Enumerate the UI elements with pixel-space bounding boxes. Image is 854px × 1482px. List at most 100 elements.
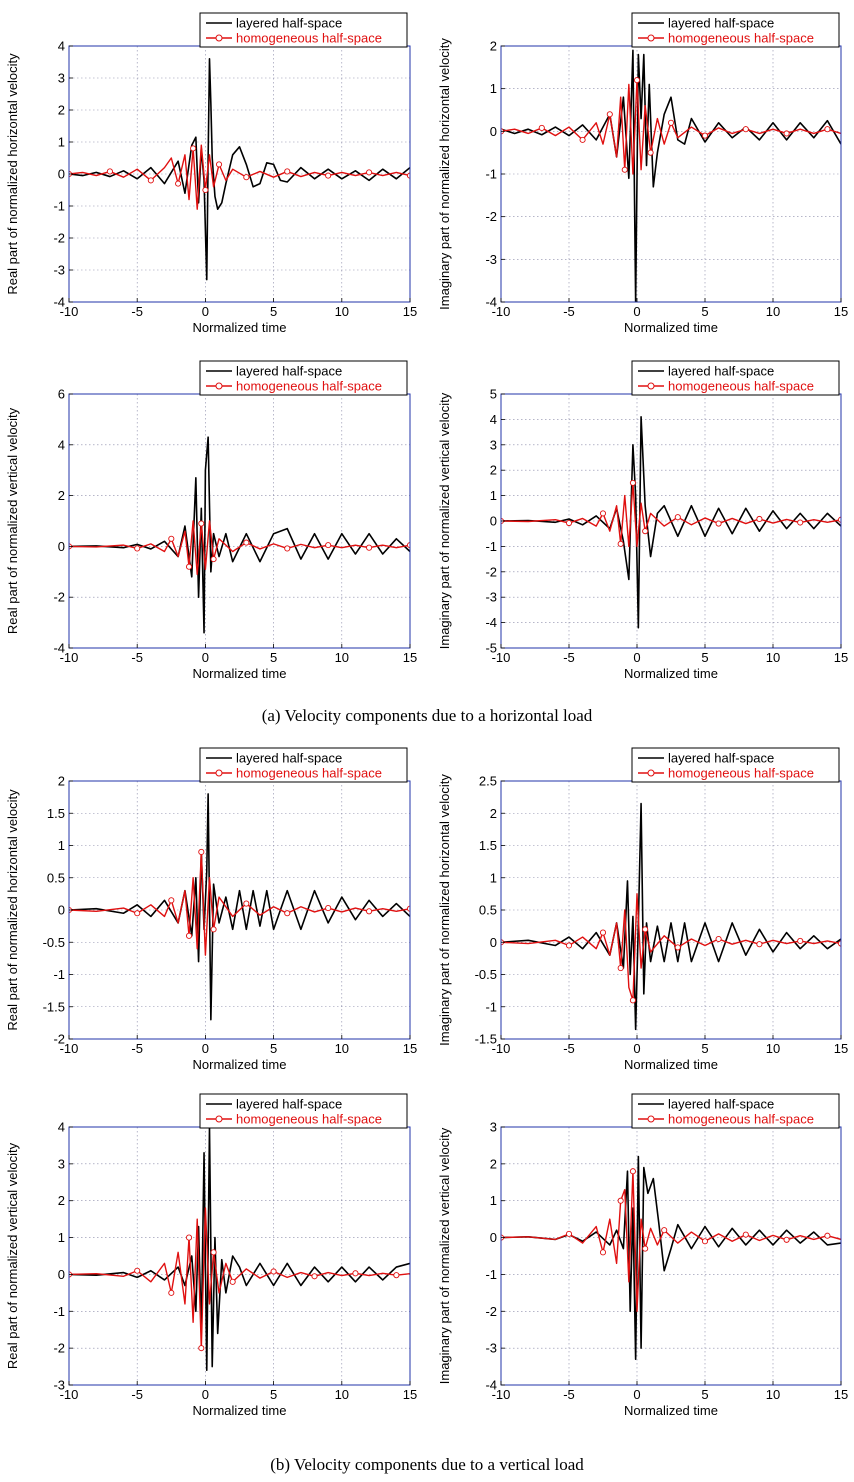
- y-tick-label: -3: [485, 1341, 497, 1356]
- series-marker-homogeneous: [642, 528, 649, 535]
- y-tick-label: -0.5: [475, 967, 497, 982]
- y-axis-label: Imaginary part of normalized horizontal …: [437, 38, 452, 310]
- y-tick-label: 5: [490, 387, 497, 402]
- y-axis-label: Real part of normalized horizontal veloc…: [5, 789, 20, 1031]
- x-tick-label: 0: [633, 650, 640, 665]
- series-marker-homogeneous: [325, 172, 332, 179]
- series-marker-homogeneous: [198, 520, 205, 527]
- series-marker-homogeneous: [185, 932, 193, 939]
- series-marker-homogeneous: [756, 941, 763, 948]
- series-line-homogeneous: [69, 851, 410, 956]
- series-marker-homogeneous: [311, 1273, 318, 1280]
- y-tick-label: 0: [58, 903, 65, 918]
- series-marker-homogeneous: [134, 1267, 141, 1274]
- series-marker-homogeneous: [168, 897, 175, 904]
- legend-label-homogeneous: homogeneous half-space: [668, 766, 814, 781]
- series-marker-homogeneous: [701, 1238, 709, 1245]
- series-marker-homogeneous: [629, 479, 636, 486]
- legend-box: [199, 747, 408, 783]
- x-tick-label: -5: [563, 650, 575, 665]
- legend-marker-homogeneous: [215, 34, 223, 42]
- series-marker-homogeneous: [185, 1234, 193, 1241]
- legend-marker-homogeneous: [647, 34, 655, 42]
- y-tick-label: -1: [53, 967, 65, 982]
- series-marker-homogeneous: [538, 124, 545, 131]
- x-tick-label: 5: [270, 650, 277, 665]
- y-tick-label: 1: [490, 870, 497, 885]
- x-tick-label: -10: [60, 304, 79, 319]
- x-axis-label: Normalized time: [193, 666, 287, 681]
- x-tick-label: 0: [202, 650, 209, 665]
- y-tick-label: -2: [53, 590, 65, 605]
- y-tick-label: -1: [53, 199, 65, 214]
- y-axis-label: Imaginary part of normalized vertical ve…: [437, 392, 452, 649]
- series-marker-homogeneous: [198, 1345, 205, 1352]
- x-tick-label: 5: [701, 304, 708, 319]
- series-marker-homogeneous: [202, 186, 209, 194]
- legend-box: [631, 360, 840, 396]
- y-tick-label: 2: [490, 39, 497, 54]
- series-marker-homogeneous: [642, 926, 649, 933]
- x-tick-label: -5: [131, 1041, 143, 1056]
- legend-label-layered: layered half-space: [668, 364, 774, 379]
- series-line-homogeneous: [69, 1207, 410, 1349]
- x-tick-label: 10: [766, 1387, 780, 1402]
- y-tick-label: 0: [490, 514, 497, 529]
- series-marker-homogeneous: [147, 177, 154, 184]
- x-tick-label: 10: [335, 1041, 349, 1056]
- series-marker-homogeneous: [599, 1249, 607, 1256]
- plot-frame: [68, 393, 411, 649]
- series-marker-homogeneous: [229, 1278, 236, 1285]
- x-tick-label: 0: [202, 1387, 209, 1402]
- y-tick-label: 2: [58, 103, 65, 118]
- y-tick-label: 1: [490, 488, 497, 503]
- y-tick-label: -2: [53, 1341, 65, 1356]
- x-tick-label: 0: [633, 1387, 640, 1402]
- series-marker-homogeneous: [325, 542, 332, 549]
- series-marker-homogeneous: [742, 1231, 749, 1238]
- series-marker-homogeneous: [617, 1197, 624, 1204]
- series-marker-homogeneous: [190, 145, 197, 152]
- series-marker-homogeneous: [352, 1270, 359, 1277]
- series-marker-homogeneous: [621, 166, 628, 173]
- series-marker-homogeneous: [783, 1236, 790, 1243]
- series-marker-homogeneous: [243, 900, 250, 907]
- x-tick-label: -10: [492, 1387, 511, 1402]
- y-tick-label: -1: [485, 167, 497, 182]
- series-marker-homogeneous: [134, 910, 141, 917]
- legend-box: [199, 360, 408, 396]
- series-marker-homogeneous: [284, 545, 291, 552]
- x-tick-label: -5: [563, 1387, 575, 1402]
- x-tick-label: 15: [834, 1387, 848, 1402]
- y-tick-label: 2: [490, 463, 497, 478]
- y-tick-label: -2: [485, 209, 497, 224]
- legend-marker-homogeneous: [647, 769, 655, 777]
- series-line-layered: [69, 436, 410, 634]
- series-line-layered: [69, 793, 410, 1021]
- y-tick-label: -0.5: [43, 935, 65, 950]
- x-axis-label: Normalized time: [624, 666, 718, 681]
- series-marker-homogeneous: [783, 130, 790, 137]
- legend-label-homogeneous: homogeneous half-space: [668, 1112, 814, 1127]
- series-marker-homogeneous: [284, 168, 291, 175]
- x-tick-label: 15: [403, 650, 417, 665]
- y-tick-label: 2: [58, 1193, 65, 1208]
- legend-marker-homogeneous: [647, 1115, 655, 1123]
- y-tick-label: -1: [53, 1304, 65, 1319]
- y-tick-label: 3: [58, 71, 65, 86]
- legend-label-layered: layered half-space: [668, 751, 774, 766]
- x-tick-label: 15: [403, 1387, 417, 1402]
- x-tick-label: 10: [766, 304, 780, 319]
- legend-box: [631, 1093, 840, 1129]
- y-tick-label: -4: [485, 295, 497, 310]
- series-marker-homogeneous: [617, 965, 624, 972]
- legend-box: [631, 12, 840, 48]
- x-tick-label: -10: [60, 650, 79, 665]
